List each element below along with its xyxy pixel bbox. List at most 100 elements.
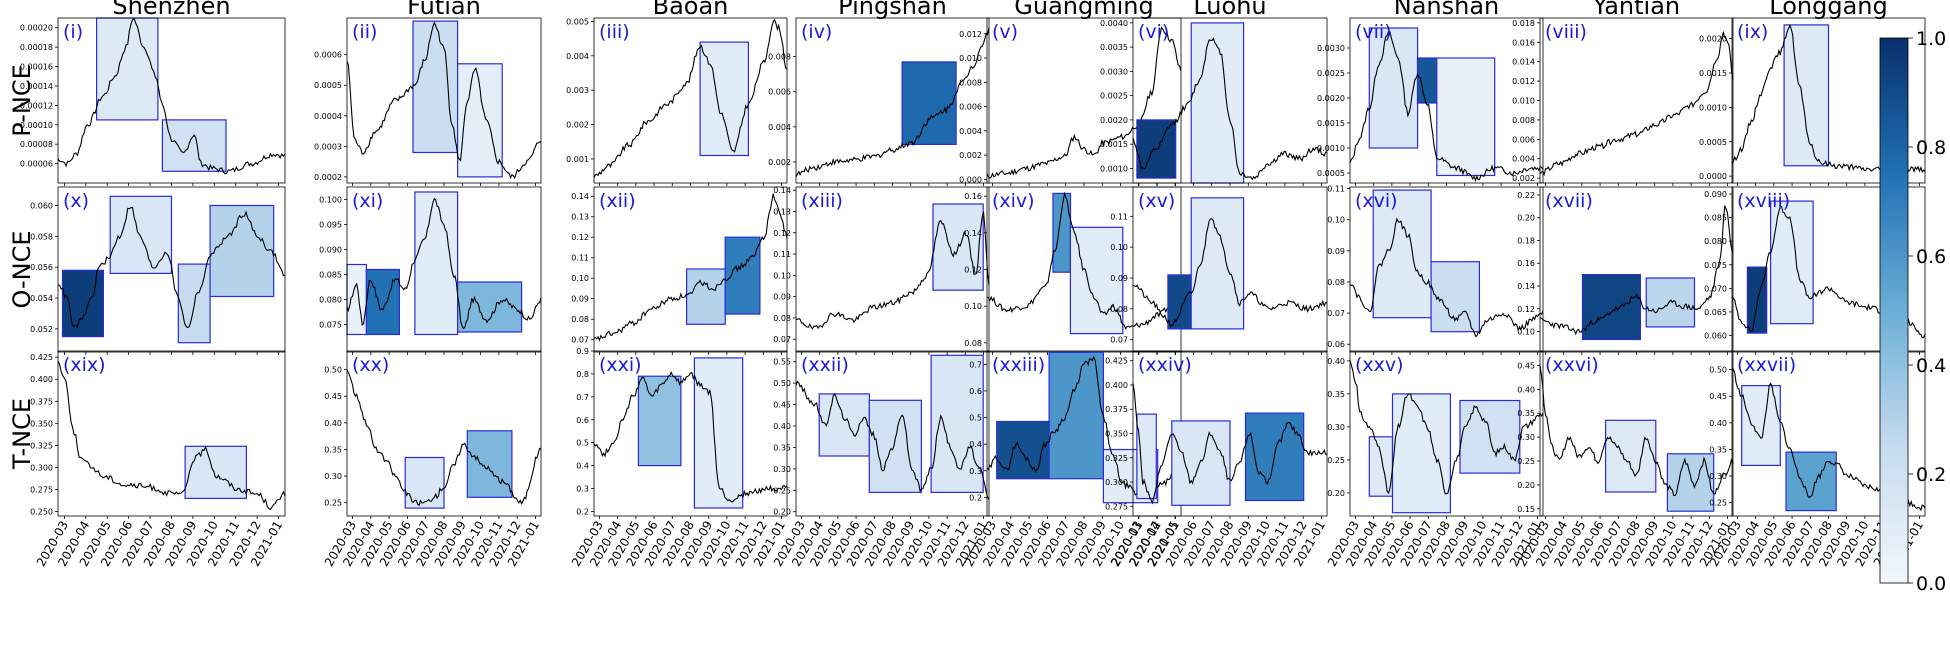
y-tick-label: 0.075 — [319, 321, 342, 330]
y-tick-label: 0.13 — [773, 207, 791, 216]
colorbar-tick-label: 0.0 — [1916, 573, 1946, 595]
panel-v: 0.000 0.002 0.004 0.006 0.008 0.010 0.012 (v) — [959, 17, 1182, 186]
y-tick-label: 0.07 — [571, 336, 589, 345]
highlight-box — [930, 354, 984, 493]
highlight-box — [109, 195, 173, 275]
y-tick-label: 0.014 — [1512, 58, 1535, 67]
highlight-box — [1368, 27, 1419, 149]
y-tick-label: 0.0015 — [1699, 69, 1727, 78]
series-line — [1349, 217, 1544, 337]
series-line — [57, 360, 286, 511]
highlight-box — [996, 420, 1050, 480]
y-tick-label: 0.060 — [1704, 332, 1727, 341]
series-line — [795, 380, 990, 500]
series-line — [346, 21, 542, 180]
colorbar: 0.0 0.2 0.4 0.6 0.8 1.0 — [1879, 28, 1946, 595]
y-tick-label: 0.095 — [319, 221, 342, 230]
y-tick-label: 0.425 — [1105, 357, 1128, 366]
y-tick-label: 0.12 — [773, 229, 791, 238]
highlight-box — [1459, 399, 1521, 474]
series-line — [1349, 360, 1544, 495]
highlight-box — [868, 399, 922, 493]
y-tick-label: 0.12 — [964, 266, 982, 275]
panel-label: (viii) — [1545, 21, 1587, 43]
panel-label: (xxvi) — [1545, 354, 1599, 376]
series-line — [346, 197, 542, 330]
y-tick-label: 0.30 — [1327, 423, 1345, 432]
y-tick-label: 0.40 — [1709, 419, 1727, 428]
y-tick-label: 0.0040 — [1100, 19, 1128, 28]
panel-label: (xviii) — [1737, 190, 1790, 212]
y-tick-label: 0.425 — [30, 353, 53, 362]
panel-xxvii: 0.25 0.30 0.35 0.40 0.45 0.50 (xxvii) — [1709, 350, 1926, 519]
highlight-box — [1190, 22, 1245, 184]
y-tick-label: 0.001 — [566, 155, 589, 164]
y-tick-label: 0.45 — [773, 401, 791, 410]
y-tick-label: 0.22 — [1517, 191, 1535, 200]
y-tick-label: 0.8 — [576, 370, 589, 379]
y-tick-label: 0.40 — [324, 419, 342, 428]
y-tick-label: 0.10 — [1110, 243, 1128, 252]
city-title: Nanshan — [1394, 0, 1500, 20]
y-tick-label: 0.00020 — [20, 24, 53, 33]
y-tick-label: 0.40 — [1327, 357, 1345, 366]
highlight-box — [1171, 420, 1231, 506]
y-tick-label: 0.058 — [30, 232, 53, 241]
y-tick-label: 0.003 — [566, 86, 589, 95]
highlight-box — [457, 63, 503, 178]
highlight-box — [1785, 451, 1837, 512]
series-line — [795, 211, 990, 330]
y-tick-label: 0.9 — [576, 347, 589, 356]
colorbar-tick-label: 0.8 — [1916, 137, 1946, 159]
y-tick-label: 0.50 — [324, 366, 342, 375]
highlight-box — [457, 281, 523, 333]
y-tick-label: 0.10 — [773, 271, 791, 280]
highlight-box — [184, 445, 248, 499]
panel-xii: 0.07 0.08 0.09 0.10 0.11 0.12 0.13 0.14 (xii) — [571, 186, 788, 355]
y-tick-label: 0.250 — [30, 508, 53, 517]
highlight-box — [1372, 189, 1432, 319]
highlight-box — [1167, 274, 1192, 330]
highlight-box — [1069, 226, 1124, 335]
series-line — [795, 27, 990, 177]
y-tick-label: 0.0020 — [1317, 94, 1345, 103]
series-line — [346, 369, 542, 507]
series-line — [593, 193, 788, 342]
y-tick-label: 0.375 — [30, 397, 53, 406]
highlight-box — [404, 456, 445, 509]
series-line — [1539, 30, 1734, 177]
highlight-box — [1136, 413, 1157, 500]
y-tick-label: 0.16 — [1517, 259, 1535, 268]
highlight-box — [466, 430, 513, 498]
panel-label: (ix) — [1737, 21, 1768, 43]
y-tick-label: 0.40 — [1517, 385, 1535, 394]
panel-viii: 0.002 0.004 0.006 0.008 0.010 0.012 0.014 0.016… — [1512, 17, 1734, 186]
y-tick-label: 0.002 — [566, 121, 589, 130]
panel-label: (xix) — [63, 354, 106, 376]
panel-label: (vi) — [1138, 21, 1169, 43]
panel-label: (xxvii) — [1737, 354, 1796, 376]
y-tick-label: 0.016 — [1512, 38, 1535, 47]
panel-xxvi: 0.15 0.20 0.25 0.30 0.35 0.40 0.45 (xxvi) — [1517, 350, 1734, 519]
y-tick-label: 0.25 — [773, 486, 791, 495]
highlight-box — [209, 204, 275, 298]
y-tick-label: 0.13 — [571, 213, 589, 222]
y-tick-label: 0.300 — [30, 463, 53, 472]
y-tick-label: 0.090 — [319, 246, 342, 255]
panel-i: 0.00006 0.00008 0.00010 0.00012 0.00014 0.000… — [20, 17, 286, 186]
panel-xxv: 0.20 0.25 0.30 0.35 0.40 (xxv) — [1327, 350, 1544, 519]
y-tick-label: 0.085 — [319, 271, 342, 280]
panel-label: (iii) — [599, 21, 630, 43]
y-tick-label: 0.35 — [324, 445, 342, 454]
y-tick-label: 0.4 — [576, 462, 589, 471]
y-tick-label: 0.005 — [566, 17, 589, 26]
y-tick-label: 0.20 — [1517, 214, 1535, 223]
panel-label: (xvi) — [1355, 190, 1398, 212]
highlight-box — [1048, 351, 1104, 480]
panel-label: (xxiv) — [1138, 354, 1192, 376]
y-tick-label: 0.056 — [30, 263, 53, 272]
y-tick-label: 0.25 — [324, 499, 342, 508]
y-tick-label: 0.006 — [959, 103, 982, 112]
panel-xix: 0.250 0.275 0.300 0.325 0.350 0.375 0.400 0.425… — [30, 350, 286, 519]
y-tick-label: 0.375 — [1105, 405, 1128, 414]
